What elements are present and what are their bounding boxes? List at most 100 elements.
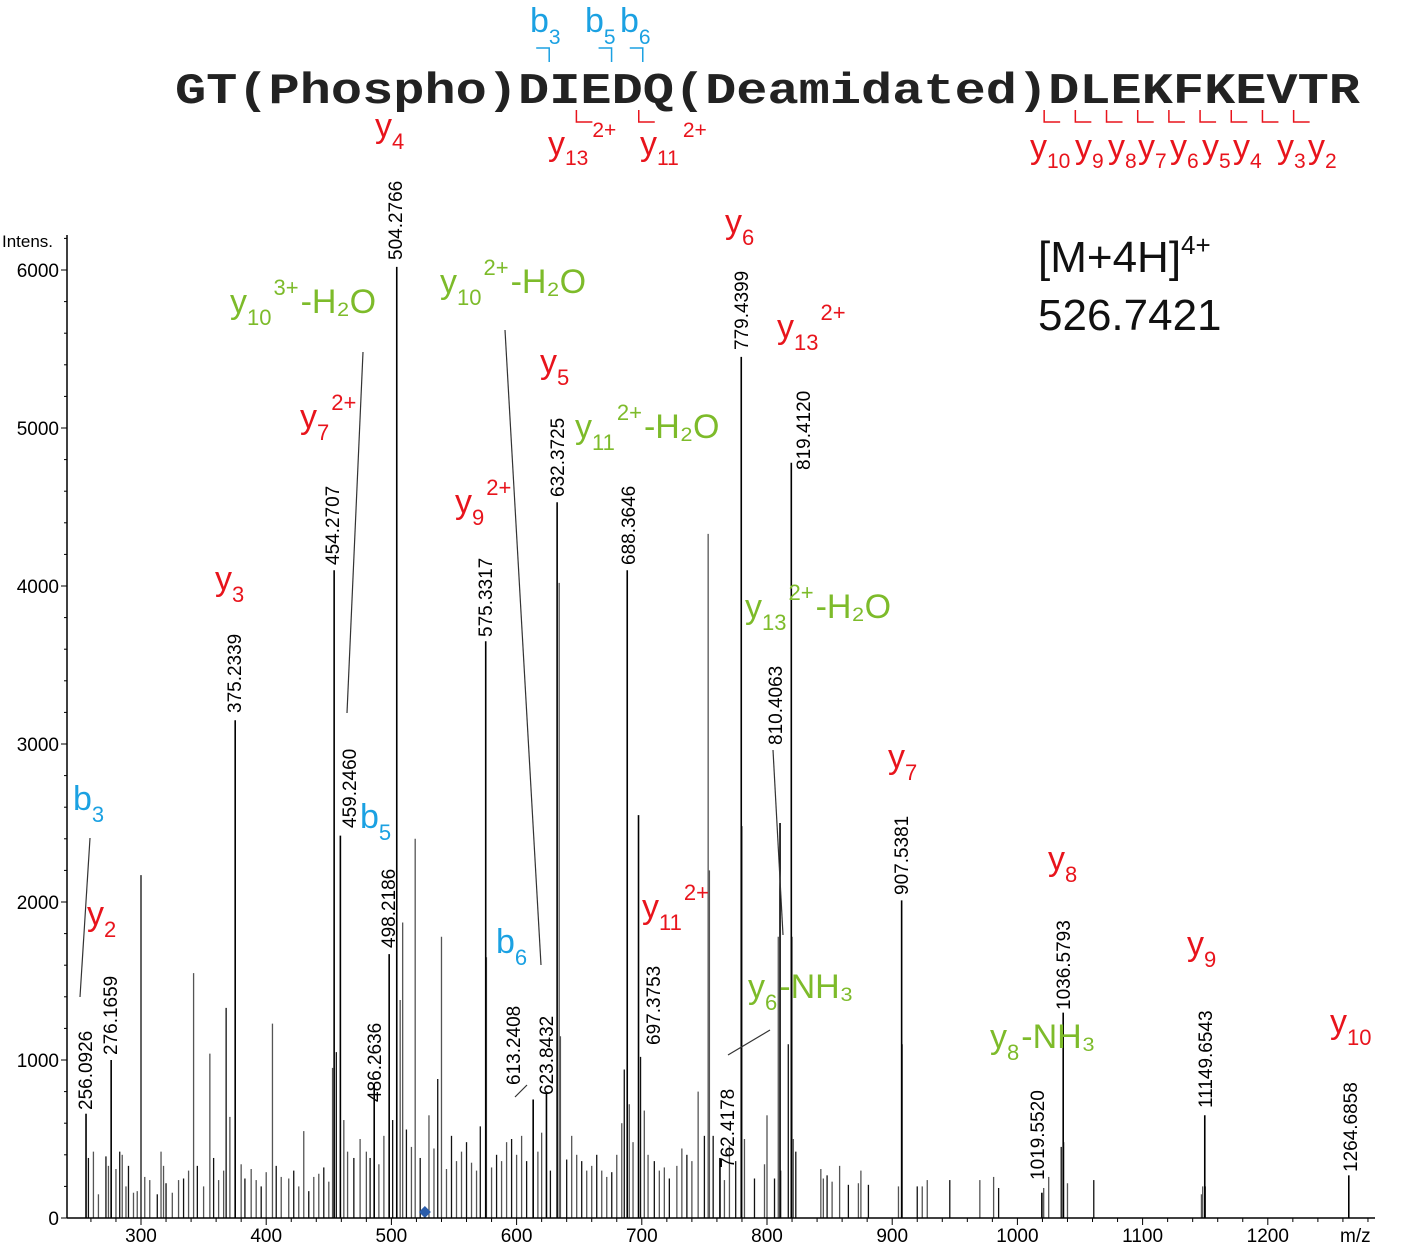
ion-annotation: y10 — [1330, 1003, 1371, 1050]
ion-letter: b — [496, 923, 515, 961]
ion-annotation: y102+-H₂O — [440, 255, 586, 310]
ion-charge: 2+ — [617, 400, 642, 425]
ion-charge: 2+ — [592, 119, 616, 142]
x-tick-label: 300 — [125, 1226, 157, 1247]
ion-letter: y — [1030, 128, 1047, 166]
x-tick-label: 500 — [376, 1226, 408, 1247]
ion-number: 8 — [1065, 862, 1077, 887]
ion-letter: y — [1170, 128, 1187, 166]
ion-letter: y — [1048, 840, 1065, 878]
ion-letter: y — [215, 560, 232, 598]
peak-label: 276.1659 — [101, 976, 122, 1055]
ion-letter: y — [548, 125, 565, 163]
y-ion-label: y3 — [1277, 128, 1306, 173]
ion-number: 5 — [604, 26, 616, 49]
ion-number: 8 — [1007, 1040, 1019, 1065]
ion-annotation: b5 — [360, 798, 391, 845]
y-ion-label: y7 — [1138, 128, 1167, 173]
y-ion-label: y8 — [1108, 128, 1137, 173]
y-tick-label: 2000 — [17, 893, 59, 914]
peak-label: 1019.5520 — [1028, 1090, 1049, 1180]
ion-letter: y — [1138, 128, 1155, 166]
peak-label: 779.4399 — [732, 271, 753, 350]
ion-number: 6 — [742, 225, 754, 250]
ion-annotation: b3 — [73, 780, 104, 827]
x-tick-label: 900 — [876, 1226, 908, 1247]
ion-letter: y — [440, 263, 457, 301]
precursor-ion: [M+4H] — [1038, 233, 1181, 282]
axes: Intens. m/z 0 1000 2000 3000 4000 5000 6000 300… — [2, 232, 1375, 1247]
peak-label: 498.2186 — [379, 869, 400, 948]
y-tick-label: 6000 — [17, 261, 59, 282]
peptide-sequence: GT(Phospho)DIEDQ(Deamidated)DLEKFKEVTR — [175, 67, 1361, 117]
ion-number: 7 — [317, 420, 329, 445]
y-ion-label: y112+ — [640, 119, 707, 170]
ion-neutral-loss: -NH₃ — [779, 968, 853, 1006]
ion-letter: y — [777, 308, 794, 346]
ion-letter: y — [1233, 128, 1250, 166]
ion-neutral-loss: -H₂O — [301, 283, 377, 321]
ion-annotation: y5 — [540, 343, 569, 390]
y-ion-label: y5 — [1202, 128, 1231, 173]
peak-label: 454.2707 — [323, 486, 344, 565]
ion-annotation: y6 — [725, 203, 754, 250]
precursor-info: [M+4H]4+ 526.7421 — [1038, 230, 1222, 340]
y-tick-label: 3000 — [17, 735, 59, 756]
ion-letter: y — [888, 738, 905, 776]
ion-number: 10 — [1347, 1025, 1371, 1050]
peak-label: 613.2408 — [504, 1006, 525, 1085]
ion-number: 9 — [1092, 150, 1104, 173]
ion-letter: y — [748, 968, 765, 1006]
ion-annotation: y7 — [888, 738, 917, 785]
ion-charge: 2+ — [483, 255, 508, 280]
ion-number: 3 — [92, 802, 104, 827]
ion-number: 5 — [379, 820, 391, 845]
ion-letter: y — [375, 107, 392, 145]
ion-annotation: b6 — [496, 923, 527, 970]
ion-letter: y — [745, 588, 762, 626]
y-axis-label: Intens. — [2, 232, 53, 251]
ion-annotation: y8 — [1048, 840, 1077, 887]
x-axis-label: m/z — [1340, 1226, 1371, 1247]
peak-label: 819.4120 — [794, 391, 815, 470]
ion-letter: y — [1108, 128, 1125, 166]
ion-number: 11 — [592, 430, 615, 455]
ion-letter: y — [725, 203, 742, 241]
ion-annotation: y3 — [215, 560, 244, 607]
peak-label: 575.3317 — [476, 558, 497, 637]
ion-number: 6 — [515, 945, 527, 970]
y-tick-label: 1000 — [17, 1051, 59, 1072]
ion-number: 13 — [794, 330, 818, 355]
y-ion-label: y2 — [1308, 128, 1337, 173]
ion-number: 4 — [1250, 150, 1262, 173]
ion-letter: y — [640, 125, 657, 163]
ion-annotation: y132+ — [777, 300, 846, 355]
ion-letter: b — [620, 2, 639, 40]
x-tick-label: 1200 — [1247, 1226, 1289, 1247]
peak-label: 632.3725 — [548, 418, 569, 497]
ion-number: 5 — [1219, 150, 1231, 173]
y-ion-bracket — [1292, 110, 1310, 123]
ion-charge: 3+ — [273, 275, 298, 300]
ion-charge: 2+ — [331, 390, 356, 415]
ion-number: 6 — [1187, 150, 1199, 173]
y-ion-bracket — [1043, 110, 1061, 123]
ion-letter: b — [530, 2, 549, 40]
y-ion-bracket — [575, 110, 593, 123]
peak-label: 11149.6543 — [1196, 1010, 1217, 1108]
peak-label: 697.3753 — [644, 966, 665, 1045]
ion-charge: 2+ — [486, 475, 511, 500]
ion-letter: y — [1330, 1003, 1347, 1041]
b-ion-bracket — [598, 47, 613, 62]
ion-annotation: y4 — [375, 107, 404, 154]
leader-line — [772, 749, 784, 936]
ion-number: 7 — [1155, 150, 1167, 173]
ion-number: 4 — [392, 129, 404, 154]
ion-number: 7 — [905, 760, 917, 785]
precursor-marker-icon — [418, 1206, 431, 1218]
leader-line — [504, 329, 542, 966]
leader-line — [727, 1029, 771, 1056]
ion-letter: b — [73, 780, 92, 818]
ion-number: 3 — [232, 582, 244, 607]
